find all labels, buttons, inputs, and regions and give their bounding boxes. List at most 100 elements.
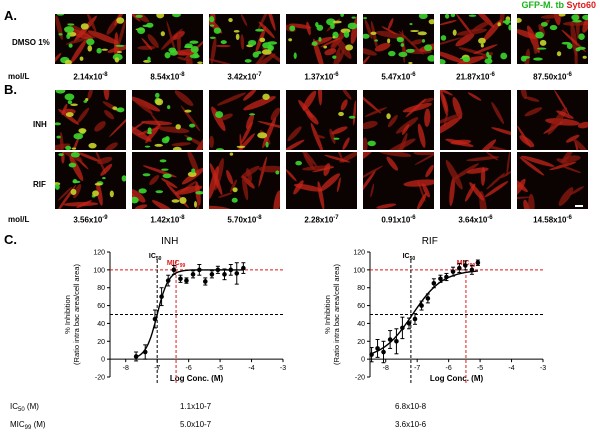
inh-ylabel-line2: (Ratio intra bac area/cell area) [72, 264, 81, 365]
rif-xtick-label-0: -8 [383, 365, 389, 372]
rif-point-1 [375, 346, 380, 351]
inh-ylabel-line1: % Inhibition [63, 295, 72, 334]
rif-point-9 [425, 296, 431, 301]
rif-point-0 [369, 352, 374, 357]
rif-micrograph-6 [440, 152, 511, 209]
inh-micrograph-4 [286, 90, 357, 150]
rif-point-4 [394, 338, 399, 344]
inh-fit-curve [135, 269, 244, 358]
rif-row-label: RIF [33, 180, 46, 189]
inh-point-10 [203, 279, 208, 284]
inh-ytick-label-6: 100 [93, 267, 105, 274]
inh-mic99-value: 5.0x10-7 [180, 420, 212, 429]
inh-point-7 [184, 278, 189, 283]
ic50-sub: 50 [18, 407, 25, 413]
inh-point-12 [215, 267, 221, 273]
rif-conc-7: 14.58x10-6 [533, 215, 572, 225]
inh-point-9 [197, 267, 202, 273]
inh-mic99-sub: 99 [180, 263, 186, 269]
inh-ic50-sub: 50 [156, 256, 162, 262]
dmso-micrograph-6 [440, 14, 511, 64]
rif-point-2 [381, 349, 386, 355]
rif-point-12 [444, 274, 449, 280]
inh-conc-4: 1.37x10-6 [304, 72, 339, 82]
rif-ylabel-line1: % Inhibition [323, 295, 332, 334]
inh-ic50-value: 1.1x10-7 [180, 402, 212, 411]
rif-ic50-sub: 50 [410, 256, 416, 262]
rif-micrograph-1 [55, 152, 126, 209]
rif-conc-5: 0.91x10-6 [381, 215, 416, 225]
inh-row-label: INH [33, 120, 47, 129]
inh-point-16 [241, 265, 246, 271]
rif-chart-svg: RIF -20 0 20 40 60 80 100 120 -8 -7 -6 -5 -4 -3 Log Con… [323, 236, 546, 385]
mol-l-top-label: mol/L [8, 72, 30, 81]
rif-point-8 [419, 303, 424, 308]
mic99-row-label: MIC99 (M) [10, 420, 46, 431]
rif-ytick-label-0: -20 [355, 375, 365, 382]
rif-mic99-value: 3.6x10-6 [395, 420, 427, 429]
inh-chart-svg: INH -20 0 20 40 60 80 100 120 -8 -7 -6 -5 -4 -3 Log Con… [63, 236, 286, 385]
inh-conc-2: 8.54x10-8 [150, 72, 185, 82]
dmso-micrograph-4 [286, 14, 357, 64]
inh-ytick-label-4: 60 [97, 303, 105, 310]
inh-ytick-label-3: 40 [97, 321, 105, 328]
mic99-label: MIC [10, 420, 25, 429]
rif-conc-3: 5.70x10-8 [227, 215, 262, 225]
inh-point-15 [234, 271, 240, 276]
inh-point-8 [190, 272, 196, 277]
inh-point-1 [142, 349, 148, 355]
dmso-micrograph-5 [363, 14, 434, 64]
inh-point-11 [209, 272, 215, 277]
rif-micrograph-2 [132, 152, 203, 209]
legend-gfp: GFP-M. tb [521, 0, 564, 10]
inh-conc-3: 3.42x10-7 [227, 72, 262, 82]
inh-conc-5: 5.47x10-6 [381, 72, 416, 82]
rif-ytick-label-4: 60 [357, 303, 365, 310]
mic99-sub: 99 [24, 425, 32, 431]
rif-point-7 [412, 316, 418, 322]
inh-point-5 [171, 267, 177, 273]
rif-mic99-sub: 99 [470, 263, 476, 269]
rif-point-14 [457, 265, 462, 271]
inh-conc-1: 2.14x10-8 [73, 72, 108, 82]
inh-ytick-label-7: 120 [93, 250, 105, 257]
panel-c-label: C. [4, 232, 17, 247]
rif-micrograph-4 [286, 152, 357, 209]
rif-point-13 [450, 269, 456, 274]
inh-micrograph-1 [55, 90, 126, 150]
mol-l-bottom-label: mol/L [8, 215, 30, 224]
inh-ytick-label-0: -20 [95, 375, 105, 382]
rif-ytick-label-5: 80 [357, 285, 365, 292]
rif-point-10 [431, 280, 437, 286]
panel-a-label: A. [4, 8, 17, 23]
inh-point-0 [133, 354, 139, 359]
inh-xtick-label-1: -7 [154, 365, 160, 372]
inh-xtick-label-0: -8 [123, 365, 129, 372]
rif-conc-1: 3.56x10-9 [73, 215, 108, 225]
rif-xlabel: Log Conc. (M) [430, 374, 484, 383]
panel-b-label: B. [4, 82, 17, 97]
rif-micrograph-3 [209, 152, 280, 209]
rif-micrograph-5 [363, 152, 434, 209]
legend: GFP-M. tb Syto60 [521, 0, 596, 10]
ic50-label: IC [10, 402, 18, 411]
rif-micrograph-7 [517, 152, 588, 209]
inh-xtick-label-4: -4 [248, 365, 254, 372]
rif-fit-curve [371, 270, 478, 355]
mic99-unit: (M) [31, 420, 46, 429]
rif-point-15 [463, 263, 468, 268]
rif-conc-6: 3.64x10-6 [458, 215, 493, 225]
dmso-micrograph-3 [209, 14, 280, 64]
inh-point-14 [228, 267, 234, 273]
rif-point-16 [469, 267, 475, 273]
rif-point-17 [475, 260, 481, 266]
rif-xtick-label-1: -7 [414, 365, 420, 372]
inh-chart: INH -20 0 20 40 60 80 100 120 -8 -7 -6 -5 -4 -3 Log Con… [48, 232, 298, 392]
rif-ylabel-line2: (Ratio intra bac area/cell area) [332, 264, 341, 365]
rif-point-11 [438, 276, 443, 282]
inh-xtick-label-5: -3 [280, 365, 286, 372]
inh-ic50-label: IC50 [149, 253, 162, 262]
inh-xlabel: Log Conc. (M) [170, 374, 224, 383]
rif-ytick-label-2: 20 [357, 339, 365, 346]
rif-title: RIF [422, 236, 438, 247]
